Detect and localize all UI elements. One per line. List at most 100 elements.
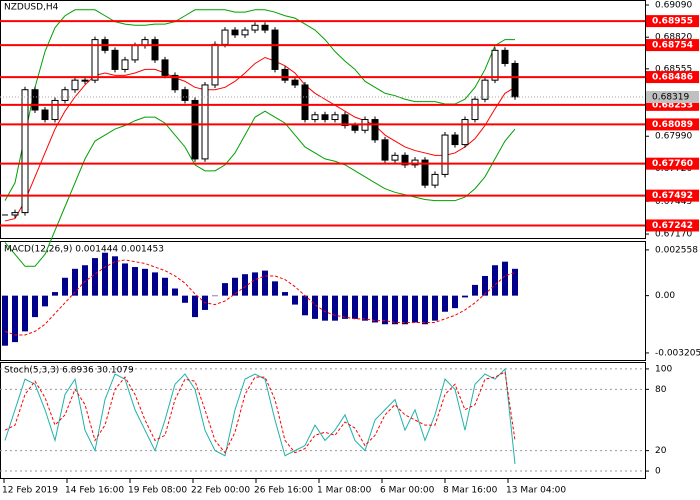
line — [4, 371, 516, 454]
candle-body — [131, 45, 139, 61]
y-tick-label: 0.67990 — [655, 132, 692, 142]
macd-bar — [462, 295, 468, 298]
candle-body — [461, 119, 469, 146]
level-tag — [646, 189, 699, 202]
level-tag — [646, 71, 699, 84]
level-label: 0.67492 — [652, 191, 693, 201]
macd-bar — [342, 295, 348, 319]
last-price-label: 0.68319 — [652, 92, 689, 102]
macd-bar — [72, 268, 78, 296]
candle-body — [21, 89, 29, 214]
macd-title: MACD(12,26,9) 0.001444 0.001453 — [4, 245, 164, 255]
macd-bar — [352, 295, 358, 319]
candle-body — [251, 24, 259, 31]
level-tag — [646, 118, 699, 131]
macd-bar — [362, 295, 368, 321]
candle-body — [421, 159, 429, 186]
macd-bar — [52, 292, 58, 296]
candle-body — [491, 49, 499, 81]
macd-bar — [92, 258, 98, 296]
x-tick-label: 14 Feb 16:00 — [65, 486, 124, 496]
level-label: 0.68955 — [652, 17, 693, 27]
macd-bar — [392, 295, 398, 325]
macd-bar — [292, 295, 298, 305]
level-label: 0.67760 — [652, 159, 693, 169]
candle-body — [511, 62, 519, 98]
stoch-pane — [0, 362, 646, 479]
macd-bar — [412, 295, 418, 323]
candle-body — [81, 79, 89, 82]
macd-bar — [432, 295, 438, 321]
macd-bar — [382, 295, 388, 325]
macd-bar — [242, 274, 248, 296]
macd-bar — [22, 295, 28, 332]
candle-body — [61, 89, 69, 101]
level-label: 0.68754 — [652, 41, 693, 51]
line — [4, 56, 516, 222]
macd-bar — [172, 288, 178, 296]
price-pane — [0, 0, 646, 239]
candle-body — [151, 39, 159, 61]
macd-bar — [162, 277, 168, 296]
candle-body — [501, 49, 509, 64]
macd-bar — [332, 295, 338, 321]
macd-bar — [402, 295, 408, 325]
y-tick-label: 80 — [655, 385, 667, 395]
last-price-tag — [646, 90, 699, 103]
level-tag — [646, 219, 699, 232]
candle-body — [121, 59, 129, 70]
macd-bar — [42, 295, 48, 307]
stoch-title: Stoch(5,3,3) 6.8936 30.1079 — [4, 366, 134, 376]
candle-body — [341, 114, 349, 127]
candle-body — [11, 212, 19, 216]
x-tick-label: 6 Mar 00:00 — [380, 486, 435, 496]
macd-bar — [112, 256, 118, 296]
macd-bar — [142, 268, 148, 296]
candle-body — [481, 79, 489, 100]
candle-body — [411, 159, 419, 166]
y-tick-label: 0.00 — [655, 291, 675, 301]
candle-body — [441, 134, 449, 175]
candle-body — [71, 79, 79, 91]
candle-body — [161, 59, 169, 76]
candle-body — [111, 49, 119, 70]
macd-bar — [222, 283, 228, 296]
candle-body — [271, 29, 279, 70]
y-tick-label: 0 — [655, 467, 661, 477]
candle-body — [311, 114, 319, 121]
y-tick-label: 100 — [655, 364, 672, 374]
candle-body — [471, 98, 479, 121]
macd-bar — [152, 272, 158, 296]
candle-body — [181, 89, 189, 101]
x-tick-label: 19 Feb 08:00 — [128, 486, 187, 496]
macd-bar — [452, 295, 458, 309]
line — [4, 367, 516, 464]
candle-body — [281, 68, 289, 81]
macd-bar — [302, 295, 308, 316]
macd-bar — [482, 275, 488, 296]
candle-body — [221, 29, 229, 45]
level-tag — [646, 39, 699, 52]
macd-bar — [422, 295, 428, 325]
macd-bar — [2, 295, 8, 346]
macd-bar — [192, 295, 198, 318]
level-tag — [646, 157, 699, 170]
candle-body — [331, 114, 339, 121]
macd-bar — [62, 277, 68, 296]
y-tick-label: 20 — [655, 446, 667, 456]
macd-bar — [372, 295, 378, 323]
candle-body — [391, 154, 399, 161]
y-tick-label: 0.69090 — [655, 1, 692, 11]
macd-bar — [252, 272, 258, 296]
candle-body — [261, 24, 269, 31]
candle-body — [431, 173, 439, 186]
level-label: 0.68253 — [652, 100, 693, 110]
candle-body — [381, 139, 389, 161]
line — [4, 110, 516, 267]
macd-bar — [272, 281, 278, 296]
macd-bar — [182, 295, 188, 303]
level-tag — [646, 15, 699, 28]
candle-body — [401, 154, 409, 166]
